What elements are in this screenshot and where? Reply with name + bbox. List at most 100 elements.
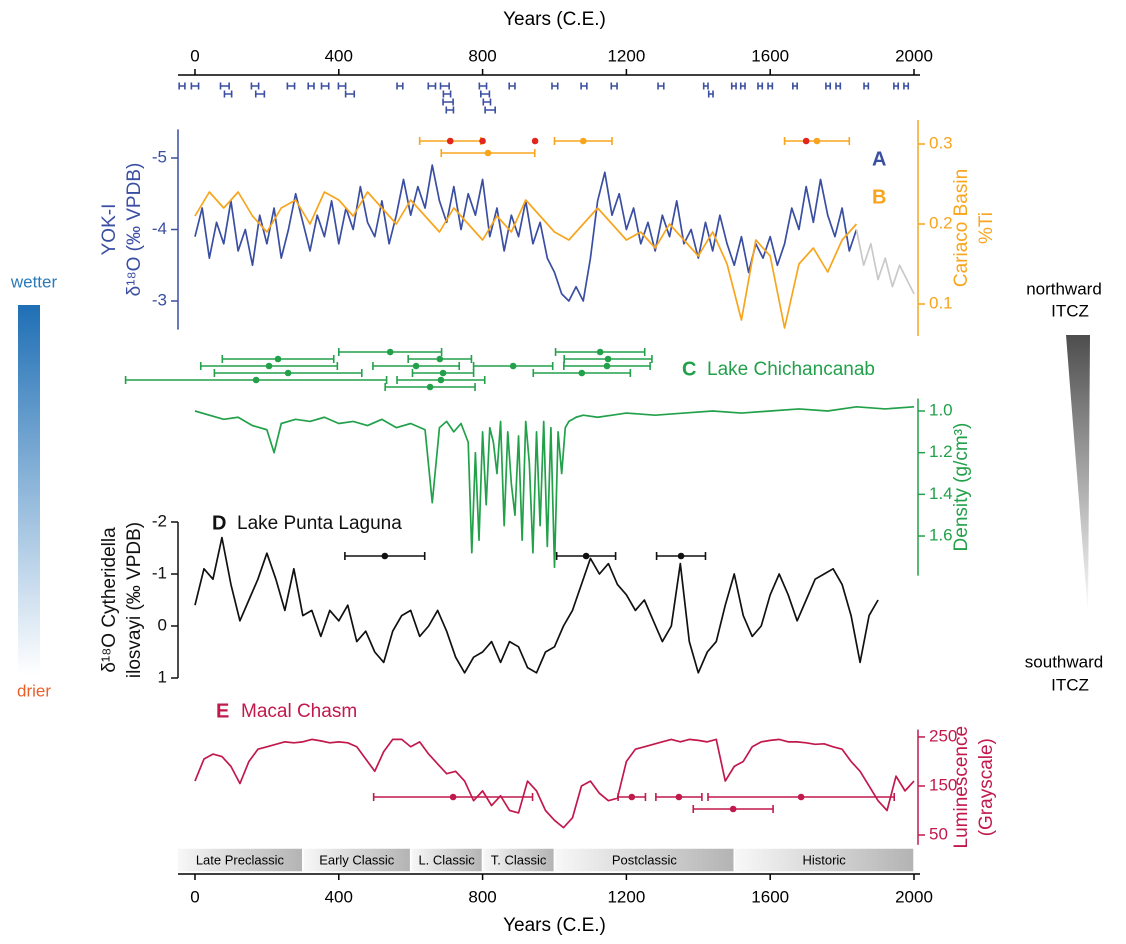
age-point	[677, 552, 685, 560]
age-error-bar	[190, 82, 200, 90]
age-error-bar	[825, 82, 832, 90]
series-line	[194, 405, 915, 569]
age-error-bar	[344, 90, 356, 98]
period-label: Postclassic	[612, 852, 678, 867]
age-error-bar	[250, 82, 260, 90]
age-error-bar	[286, 82, 296, 90]
itcz-north-label: ITCZ	[1051, 301, 1089, 320]
drier-label: drier	[17, 681, 51, 700]
age-point	[479, 137, 486, 145]
age-point	[426, 383, 434, 391]
age-error-bar	[442, 98, 454, 106]
age-error-bar	[792, 82, 798, 90]
age-point	[729, 805, 737, 813]
age-point	[265, 362, 273, 370]
age-point	[386, 348, 394, 356]
x-tick-label: 2000	[895, 46, 933, 65]
age-error-bar	[219, 82, 230, 90]
y-axis-title: Cariaco Basin	[951, 169, 972, 287]
y-axis-title: δ¹⁸O (‰ VPDB)	[124, 163, 145, 297]
y-tick-label: 0.3	[929, 133, 953, 152]
period-label: L. Classic	[418, 852, 475, 867]
y-tick-label: 1.6	[929, 525, 953, 544]
age-point	[439, 369, 447, 377]
y-tick-label: 1	[158, 667, 167, 686]
period-band	[553, 847, 735, 873]
age-point	[412, 362, 420, 370]
age-point	[437, 376, 445, 384]
x-tick-label: 400	[325, 887, 353, 906]
x-tick-label: 0	[190, 887, 199, 906]
panel-name: Lake Chichancanab	[707, 359, 875, 380]
age-error-bar	[439, 82, 450, 90]
y-axis-title: (Grayscale)	[976, 738, 997, 836]
x-tick-label: 1600	[751, 887, 789, 906]
y-tick-label: 1.4	[929, 484, 953, 503]
age-error-bar	[739, 82, 746, 90]
y-tick-label: -3	[152, 290, 167, 309]
x-tick-label: 1200	[607, 887, 645, 906]
age-error-bar	[835, 82, 842, 90]
age-error-bar	[178, 82, 186, 90]
series-line	[194, 536, 879, 674]
y-tick-label: 0.2	[929, 213, 953, 232]
x-axis-title: Years (C.E.)	[503, 915, 606, 936]
age-error-bar	[484, 106, 496, 114]
age-point	[628, 793, 636, 801]
y-axis-title: Density (g/cm³)	[951, 423, 972, 552]
age-error-bar	[396, 82, 404, 90]
age-error-bar	[757, 82, 764, 90]
age-error-bar	[893, 82, 899, 90]
age-error-bar	[479, 90, 491, 98]
y-tick-label: 50	[929, 824, 948, 843]
age-error-bar	[730, 82, 737, 90]
age-error-bar	[767, 82, 774, 90]
y-axis-title: YOK-I	[99, 204, 120, 256]
series-line	[855, 229, 915, 295]
age-point	[675, 793, 683, 801]
y-axis-title: δ¹⁸O Cytheridella	[99, 527, 120, 673]
age-point	[531, 137, 539, 145]
age-point	[802, 137, 810, 145]
y-tick-label: 250	[929, 726, 957, 745]
x-tick-label: 2000	[895, 887, 933, 906]
period-label: T. Classic	[491, 852, 547, 867]
y-tick-label: -2	[152, 511, 167, 530]
age-point	[446, 137, 454, 145]
age-point	[284, 369, 292, 377]
age-error-bar	[307, 82, 315, 90]
x-tick-label: 1600	[751, 46, 789, 65]
y-tick-label: -1	[152, 563, 167, 582]
age-error-bar	[551, 82, 559, 90]
panel-letter: C	[682, 358, 696, 380]
panel-name: Macal Chasm	[241, 701, 357, 722]
itcz-gradient	[1066, 335, 1090, 615]
age-error-bar	[427, 82, 437, 90]
series-line	[194, 191, 858, 329]
age-point	[797, 793, 805, 801]
age-error-bar	[903, 82, 910, 90]
y-axis-title: %Ti	[976, 212, 997, 244]
x-tick-label: 1200	[607, 46, 645, 65]
age-point	[579, 137, 587, 145]
series-line	[194, 164, 858, 302]
series-line	[194, 738, 915, 829]
y-axis-title: ilosvayi (‰ VPDB)	[124, 522, 145, 678]
x-tick-label: 0	[190, 46, 199, 65]
age-error-bar	[508, 82, 516, 90]
panel-name: Lake Punta Laguna	[237, 513, 402, 534]
period-label: Late Preclassic	[196, 852, 285, 867]
y-tick-label: 1.2	[929, 442, 953, 461]
itcz-south-label: ITCZ	[1051, 675, 1089, 694]
period-label: Early Classic	[319, 852, 395, 867]
period-band	[409, 847, 484, 873]
moisture-gradient	[18, 305, 40, 675]
y-tick-label: -5	[152, 147, 167, 166]
age-point	[603, 362, 611, 370]
age-point	[436, 355, 444, 363]
age-error-bar	[482, 98, 492, 106]
age-error-bar	[707, 90, 714, 98]
age-point	[596, 348, 604, 356]
